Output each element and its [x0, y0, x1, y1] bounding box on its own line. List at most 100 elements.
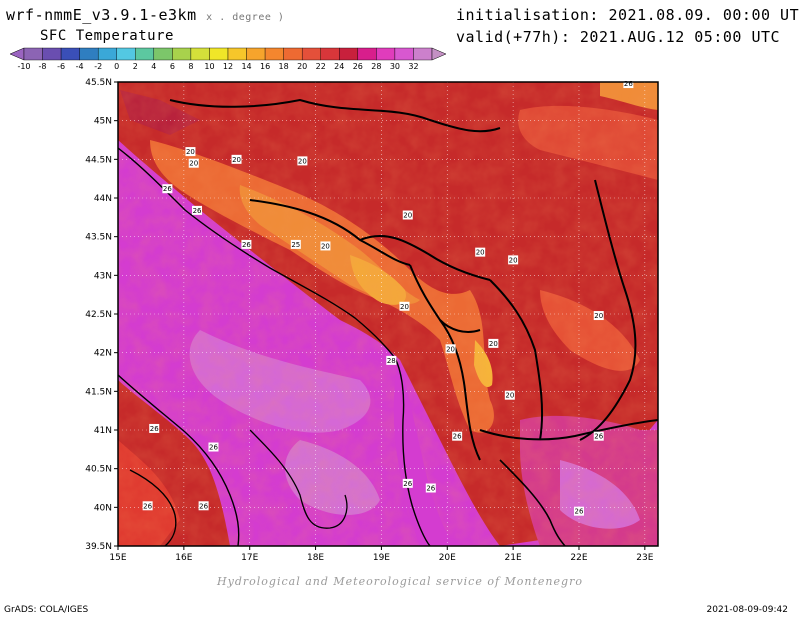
contour-label: 20: [186, 148, 195, 156]
contour-label: 26: [143, 502, 152, 510]
colorbar-tick-label: 6: [170, 62, 175, 71]
colorbar-swatch: [42, 47, 62, 61]
valid-time: valid(+77h): 2021.AUG.12 05:00 UTC: [456, 28, 781, 46]
contour-label-bg: [402, 478, 413, 488]
colorbar-tick-label: 18: [279, 62, 289, 71]
lon-tick-label: 19E: [373, 553, 390, 563]
lat-tick-label: 40N: [94, 503, 112, 513]
contour-label: 20: [505, 392, 514, 400]
lat-tick-label: 40.5N: [85, 465, 112, 475]
lat-tick-label: 41.5N: [85, 387, 112, 397]
colorbar-tick-label: 26: [353, 62, 363, 71]
national-border: [169, 98, 501, 133]
field-texture: [118, 82, 658, 546]
gulf-coastline: [249, 429, 348, 529]
colorbar-tick-label: -4: [76, 62, 84, 71]
colorbar-swatch: [60, 47, 80, 61]
lon-tick-label: 15E: [109, 553, 126, 563]
colorbar-swatch: [135, 47, 155, 61]
national-border: [489, 279, 544, 441]
contour-label: 20: [400, 303, 409, 311]
contour-label-bg: [241, 239, 252, 249]
lon-tick-label: 21E: [505, 553, 522, 563]
national-border: [499, 459, 566, 546]
national-border: [579, 179, 637, 441]
contour-label-bg: [488, 338, 499, 348]
contour-label-bg: [297, 156, 308, 166]
colorbar-tick-label: -2: [94, 62, 102, 71]
contour-label-bg: [320, 241, 331, 251]
colorbar-tick-label: 4: [151, 62, 156, 71]
contour-label: 26: [209, 444, 218, 452]
model-name: wrf-nmmE_v3.9.1-e3km: [6, 6, 197, 24]
contour-label-bg: [208, 442, 219, 452]
contour-label: 28: [387, 357, 396, 365]
contour-label: 20: [476, 249, 485, 257]
national-border: [249, 199, 411, 266]
color-scale-bar: -10 -8 -6 -4 -2 0 2 4 6 8 10 12 14 16 18 20 22 24 26 28 30 32: [9, 47, 447, 71]
colorbar-swatch: [172, 47, 192, 61]
colorbar-swatch: [246, 47, 266, 61]
colorbar-swatch: [320, 47, 340, 61]
lon-tick-label: 16E: [175, 553, 192, 563]
colorbar-tick-label: 2: [133, 62, 138, 71]
lat-tick-label: 42N: [94, 349, 112, 359]
contour-label-bg: [452, 431, 463, 441]
contour-label-bg: [445, 344, 456, 354]
adriatic-coastline: [118, 147, 431, 546]
contour-label-bg: [425, 483, 436, 493]
contour-label-bg: [504, 390, 515, 400]
lat-tick-label: 44.5N: [85, 155, 112, 165]
model-title: wrf-nmmE_v3.9.1-e3km x . degree ): [6, 6, 284, 24]
contour-label: 26: [575, 508, 584, 516]
lat-tick-label: 44N: [94, 194, 112, 204]
contour-label-bg: [162, 184, 173, 194]
colorbar-tick-label: 0: [114, 62, 119, 71]
lat-tick-label: 39.5N: [85, 542, 112, 552]
contour-label: 20: [321, 242, 330, 250]
map-gridlines: [118, 82, 658, 546]
colorbar-swatch: [190, 47, 210, 61]
colorbar-left-arrow: [9, 47, 25, 61]
contour-label: 20: [403, 212, 412, 220]
lat-tick-label: 45.5N: [85, 78, 112, 88]
variable-title: SFC Temperature: [40, 28, 174, 44]
colorbar-tick-label: -6: [57, 62, 65, 71]
colorbar-tick-label: 32: [408, 62, 418, 71]
colorbar-swatch: [153, 47, 173, 61]
credit-line: Hydrological and Meteorological service …: [217, 575, 583, 588]
contour-label: 26: [594, 433, 603, 441]
colorbar-swatch: [116, 47, 136, 61]
colorbar-swatch: [227, 47, 247, 61]
contour-label: 26: [624, 80, 633, 88]
colorbar-tick-label: 8: [188, 62, 193, 71]
colorbar-tick-label: 30: [390, 62, 400, 71]
lat-tick-label: 45N: [94, 117, 112, 127]
lat-tick-label: 42.5N: [85, 310, 112, 320]
national-border: [479, 419, 658, 441]
lon-tick-label: 22E: [570, 553, 587, 563]
contour-label-bg: [386, 355, 397, 365]
contour-label-bg: [198, 501, 209, 511]
italy-coastline: [118, 374, 240, 546]
colorbar-tick-label: 12: [223, 62, 233, 71]
colorbar-swatch: [23, 47, 43, 61]
colorbar-swatch: [394, 47, 414, 61]
colorbar-tick-label: 16: [260, 62, 270, 71]
generation-timestamp: 2021-08-09-09:42: [706, 605, 789, 615]
lat-tick-label: 43N: [94, 271, 112, 281]
lon-tick-label: 17E: [241, 553, 258, 563]
contour-label: 20: [509, 256, 518, 264]
colorbar-tick-label: 10: [204, 62, 214, 71]
colorbar-tick-label: 28: [371, 62, 381, 71]
colorbar-right-arrow: [431, 47, 447, 61]
initialisation-time: initialisation: 2021.08.09. 00:00 UTC: [456, 6, 800, 24]
colorbar-tick-label: -10: [17, 62, 30, 71]
grads-label: GrADS: COLA/IGES: [4, 605, 89, 615]
colorbar-swatch: [264, 47, 284, 61]
axis-ticks: 45.5N 45N 44.5N 44N 43.5N 43N 42.5N 42N 41.5N 41N…: [85, 78, 653, 563]
contour-label-bg: [623, 79, 634, 89]
contour-label-bg: [402, 210, 413, 220]
contour-label-bg: [149, 423, 160, 433]
